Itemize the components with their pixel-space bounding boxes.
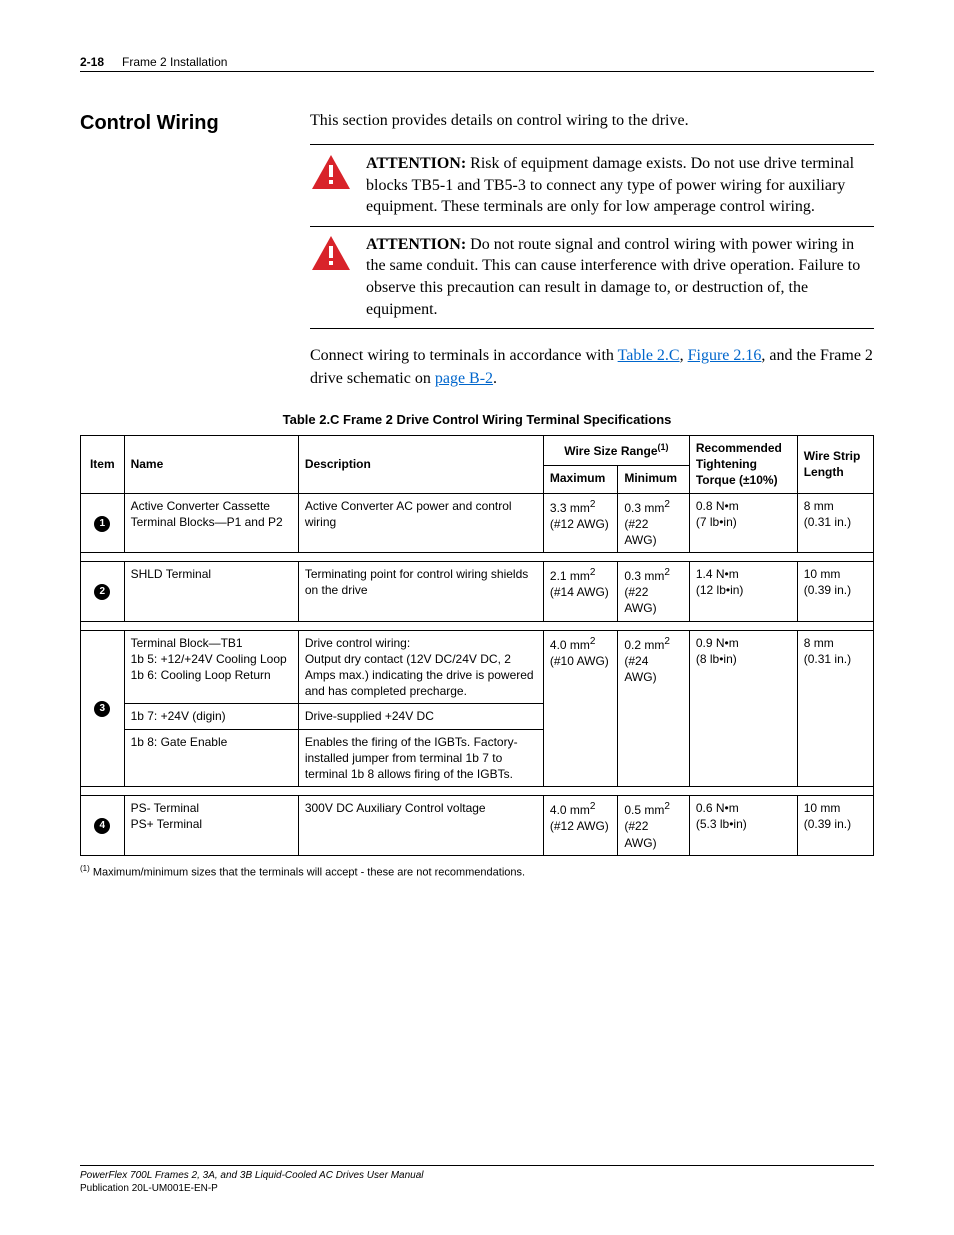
th-wire-range: Wire Size Range(1) bbox=[543, 435, 689, 465]
attention-block-2: ATTENTION: Do not route signal and contr… bbox=[310, 226, 874, 329]
th-description: Description bbox=[298, 435, 543, 493]
warning-icon bbox=[310, 153, 352, 196]
section-title: Control Wiring bbox=[80, 112, 270, 135]
connect-paragraph: Connect wiring to terminals in accordanc… bbox=[310, 345, 874, 390]
attention-label: ATTENTION: bbox=[366, 236, 466, 253]
table-row: 3 Terminal Block—TB1 1b 5: +12/+24V Cool… bbox=[81, 630, 874, 704]
warning-icon bbox=[310, 234, 352, 277]
link-page-b2[interactable]: page B-2 bbox=[435, 370, 493, 387]
chapter-label: Frame 2 Installation bbox=[122, 55, 227, 69]
item-badge: 3 bbox=[94, 701, 110, 717]
item-badge: 1 bbox=[94, 516, 110, 532]
th-item: Item bbox=[81, 435, 125, 493]
page-footer: PowerFlex 700L Frames 2, 3A, and 3B Liqu… bbox=[80, 1165, 874, 1195]
footer-title: PowerFlex 700L Frames 2, 3A, and 3B Liqu… bbox=[80, 1170, 424, 1181]
th-tightening: Recommended Tightening Torque (±10%) bbox=[689, 435, 797, 493]
th-max: Maximum bbox=[543, 465, 617, 493]
th-min: Minimum bbox=[618, 465, 690, 493]
footer-publication: Publication 20L-UM001E-EN-P bbox=[80, 1183, 218, 1194]
intro-paragraph: This section provides details on control… bbox=[310, 112, 874, 130]
table-row: 1 Active Converter Cassette Terminal Blo… bbox=[81, 493, 874, 553]
link-table-2c[interactable]: Table 2.C bbox=[618, 347, 680, 364]
table-title: Table 2.C Frame 2 Drive Control Wiring T… bbox=[80, 412, 874, 427]
page-header: 2-18 Frame 2 Installation bbox=[80, 55, 874, 72]
table-footnote: (1) Maximum/minimum sizes that the termi… bbox=[80, 864, 874, 879]
item-badge: 4 bbox=[94, 818, 110, 834]
item-badge: 2 bbox=[94, 584, 110, 600]
page-number: 2-18 bbox=[80, 55, 104, 69]
link-figure-216[interactable]: Figure 2.16 bbox=[688, 347, 762, 364]
table-row: 2 SHLD Terminal Terminating point for co… bbox=[81, 562, 874, 622]
attention-label: ATTENTION: bbox=[366, 155, 466, 172]
th-name: Name bbox=[124, 435, 298, 493]
th-strip: Wire Strip Length bbox=[797, 435, 873, 493]
spec-table: Item Name Description Wire Size Range(1)… bbox=[80, 435, 874, 856]
attention-block-1: ATTENTION: Risk of equipment damage exis… bbox=[310, 144, 874, 227]
table-row: 4 PS- Terminal PS+ Terminal 300V DC Auxi… bbox=[81, 796, 874, 856]
